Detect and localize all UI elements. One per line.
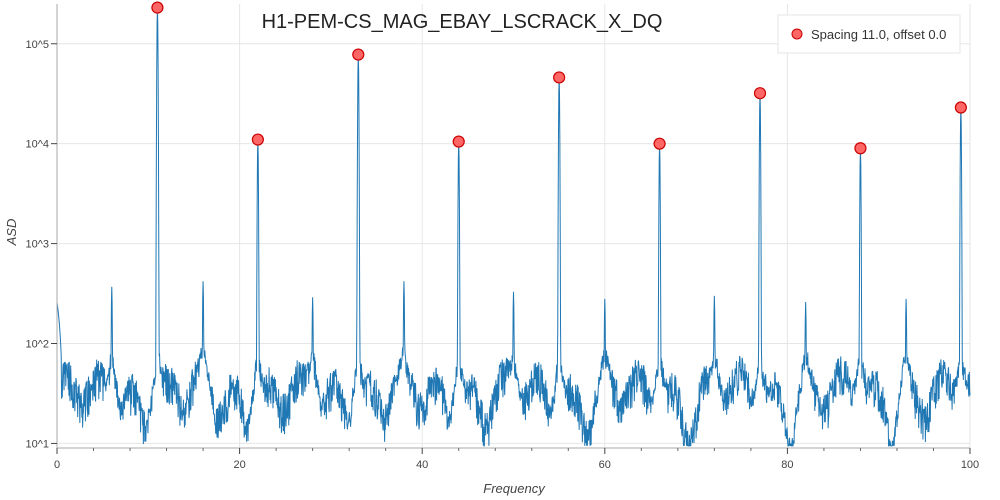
axes: 0 20 40 60 80 100 10^1 10^2 10^3 10^4 10^5 xyxy=(25,4,979,471)
harmonic-marker xyxy=(954,101,967,114)
x-tick-label: 100 xyxy=(961,459,979,471)
harmonic-marker xyxy=(151,1,164,14)
y-tick-label: 10^5 xyxy=(25,39,49,51)
harmonic-markers xyxy=(151,1,967,155)
y-tick-label: 10^2 xyxy=(25,339,49,351)
asd-line xyxy=(56,7,971,447)
y-axis-title: ASD xyxy=(4,219,19,247)
x-tick-label: 80 xyxy=(781,459,793,471)
harmonic-marker xyxy=(352,48,365,61)
x-tick-label: 0 xyxy=(54,459,60,471)
harmonic-marker xyxy=(854,142,867,155)
y-tick-label: 10^4 xyxy=(25,139,49,151)
harmonic-marker xyxy=(753,87,767,100)
legend-label: Spacing 11.0, offset 0.0 xyxy=(811,27,946,42)
harmonic-marker xyxy=(251,133,264,146)
spectrum-series xyxy=(56,7,971,447)
x-axis-title: Frequency xyxy=(483,481,546,496)
legend-box xyxy=(777,14,961,54)
harmonic-marker xyxy=(452,135,465,148)
legend: Spacing 11.0, offset 0.0 xyxy=(777,14,961,54)
harmonic-marker xyxy=(553,71,566,84)
x-tick-label: 60 xyxy=(599,459,611,471)
legend-marker xyxy=(791,28,803,40)
chart-title: H1-PEM-CS_MAG_EBAY_LSCRACK_X_DQ xyxy=(262,11,663,33)
x-tick-label: 40 xyxy=(416,459,428,471)
x-tick-label: 20 xyxy=(233,459,245,471)
y-tick-label: 10^1 xyxy=(25,438,49,450)
y-tick-label: 10^3 xyxy=(25,239,49,251)
harmonic-marker xyxy=(653,137,666,150)
